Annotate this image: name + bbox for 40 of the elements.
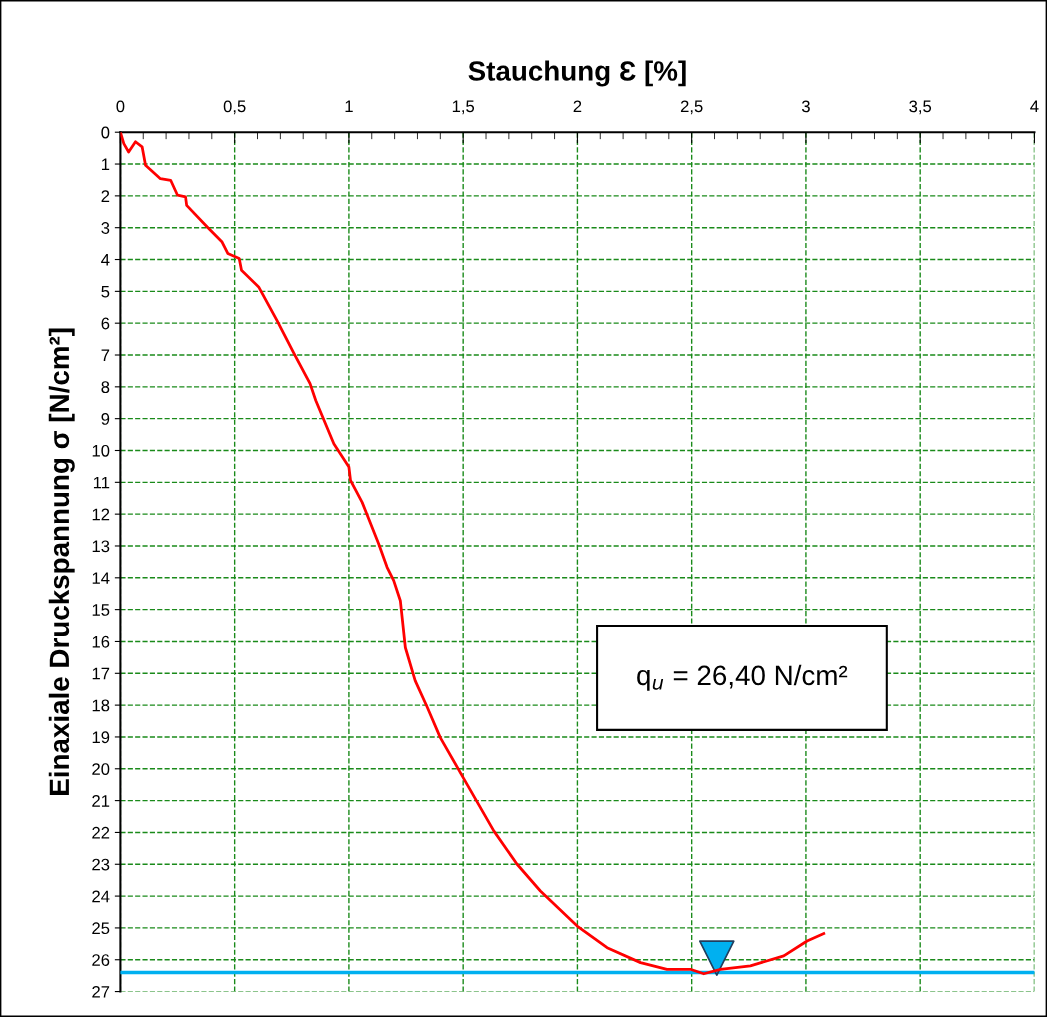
y-tick-label: 18 xyxy=(92,699,110,712)
y-tick-label: 23 xyxy=(92,858,110,871)
y-tick-label: 10 xyxy=(92,444,110,457)
y-tick-label: 15 xyxy=(92,604,110,616)
y-tick-label: 9 xyxy=(101,413,110,425)
y-tick-label: 27 xyxy=(92,985,110,998)
y-tick-label: 14 xyxy=(92,572,110,584)
y-tick-label: 4 xyxy=(101,254,110,266)
y-tick-label: 24 xyxy=(92,890,110,903)
y-tick-label: 25 xyxy=(92,922,110,935)
y-tick-label: 26 xyxy=(92,954,110,966)
y-tick-label: 19 xyxy=(92,731,110,744)
x-tick-label: 0,5 xyxy=(223,100,246,115)
x-tick-label: 1,5 xyxy=(452,100,475,115)
y-tick-label: 3 xyxy=(101,222,110,234)
x-tick-label: 4 xyxy=(1030,100,1039,113)
y-tick-label: 2 xyxy=(101,190,110,202)
x-tick-label: 0 xyxy=(116,100,125,113)
x-tick-label: 2 xyxy=(573,100,582,113)
y-tick-label: 5 xyxy=(101,285,110,298)
y-tick-label: 20 xyxy=(92,763,110,775)
y-tick-label: 11 xyxy=(93,476,110,489)
y-tick-label: 21 xyxy=(92,795,110,807)
y-tick-label: 6 xyxy=(101,317,110,330)
y-tick-label: 13 xyxy=(92,540,110,553)
y-tick-label: 8 xyxy=(101,381,110,394)
annotation: q$_{u}$ = 26,40 N/cm² xyxy=(637,664,848,691)
x-tick-label: 3,5 xyxy=(909,100,932,115)
y-tick-label: 7 xyxy=(101,349,110,362)
y-axis-title: Einaxiale Druckspannung σ [N/cm²] xyxy=(48,328,75,795)
y-tick-label: 17 xyxy=(92,667,110,680)
x-tick-label: 1 xyxy=(345,100,353,113)
y-tick-label: 12 xyxy=(92,508,110,521)
x-tick-label: 2,5 xyxy=(680,100,703,115)
x-axis-title: Stauchung Ɛ [%] xyxy=(468,60,686,87)
y-tick-label: 22 xyxy=(92,826,110,839)
y-tick-label: 16 xyxy=(92,635,110,648)
y-tick-label: 1 xyxy=(101,158,110,171)
y-tick-label: 0 xyxy=(101,126,110,139)
x-tick-label: 3 xyxy=(801,100,810,113)
